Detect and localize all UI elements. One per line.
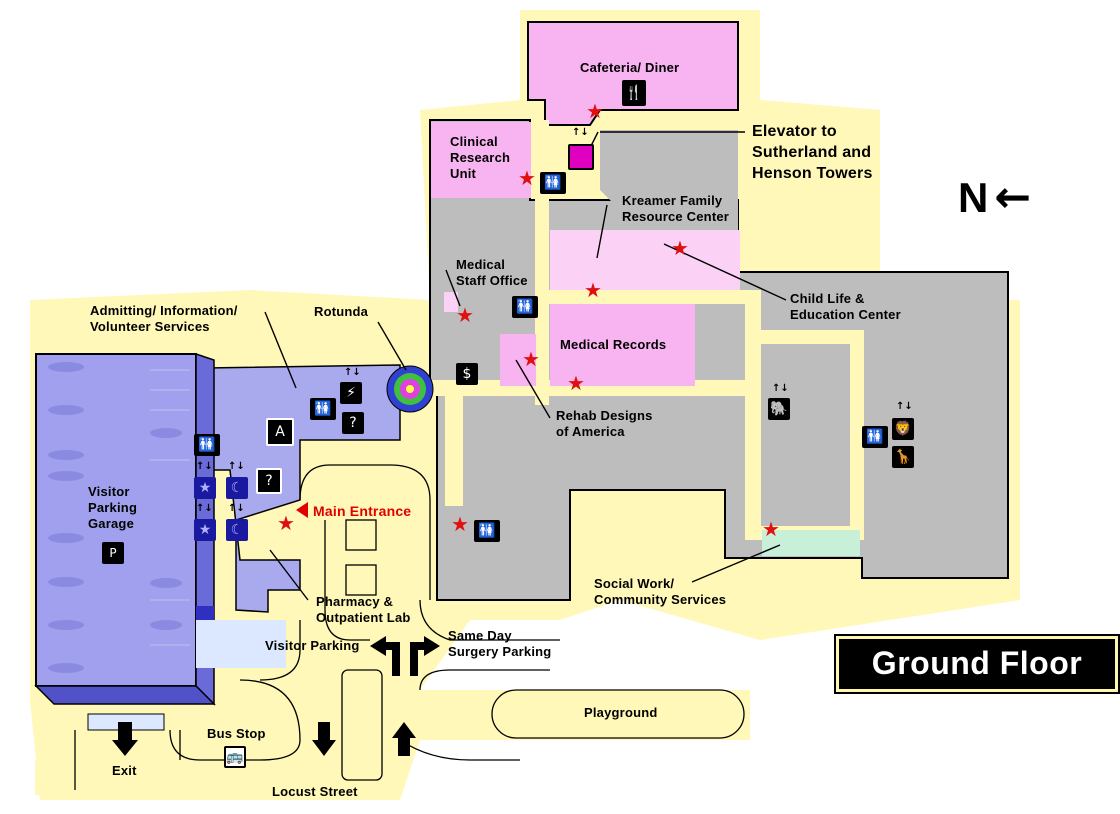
label-kreamer-2: Resource Center [622,209,730,224]
driveways [74,464,745,790]
label-main-entrance: Main Entrance [313,503,412,519]
label-medical-staff-2: Staff Office [456,273,528,288]
direction-arrows [112,502,440,756]
elevator-arrows-icon: ↑↓ [228,461,245,472]
elephant-elevator-icon: 🐘 [768,398,790,420]
label-clinical-2: Research [450,150,511,165]
label-playground: Playground [584,705,658,720]
label-elevator-towers-3: Henson Towers [752,165,873,182]
elevator-arrows-icon: ↑↓ [572,127,589,138]
social-work-area [762,530,860,556]
label-cafeteria: Cafeteria/ Diner [580,60,680,75]
label-admitting-2: Volunteer Services [90,319,210,334]
label-child-life-1: Child Life & [790,291,865,306]
label-rehab-1: Rehab Designs [556,408,653,423]
label-same-day-1: Same Day [448,628,512,643]
bus-icon: 🚌 [224,746,246,768]
label-elevator-towers-2: Sutherland and [752,144,872,161]
label-clinical-1: Clinical [450,134,498,149]
label-visitor-parking: Visitor Parking [265,638,360,653]
elevator-arrows-icon: ↑↓ [896,401,913,412]
location-star: ★ [456,303,474,327]
label-rotunda: Rotunda [314,304,369,319]
elevator-arrows-icon: ↑↓ [196,461,213,472]
parking-icon: P [102,542,124,564]
elevator-icon [568,144,594,170]
location-star: ★ [451,512,469,536]
label-kreamer-1: Kreamer Family [622,193,723,208]
label-garage-1: Visitor [88,484,130,499]
label-social-work-2: Community Services [594,592,727,607]
rotunda-symbol [386,365,434,413]
label-pharmacy-1: Pharmacy & [316,594,394,609]
label-social-work-1: Social Work/ [594,576,675,591]
star-elevator-icon: ★ [194,519,216,541]
restroom-icon: 🚻 [512,296,538,318]
label-same-day-2: Surgery Parking [448,644,552,659]
floor-title: Ground Floor [871,645,1083,681]
cafeteria-area [527,21,739,126]
restroom-icon: 🚻 [194,434,220,456]
medical-staff-area [444,292,458,312]
restroom-icon: 🚻 [474,520,500,542]
upper-gray-wing [600,130,738,230]
elevator-arrows-icon: ↑↓ [228,503,245,514]
north-arrow-icon: ← [994,172,1032,223]
location-star: ★ [584,278,602,302]
lightning-elevator-icon: ⚡ [340,382,362,404]
label-rehab-2: of America [556,424,625,439]
dining-icon: 🍴 [622,80,646,106]
label-elevator-towers-1: Elevator to [752,123,837,140]
garage-lines [150,369,190,646]
location-star: ★ [522,347,540,371]
moon-elevator-icon: ☾ [226,519,248,541]
elevator-arrows-icon: ↑↓ [772,383,789,394]
location-star: ★ [277,511,295,535]
dollar-icon: $ [456,363,478,385]
label-medical-records: Medical Records [560,337,667,352]
restroom-icon: 🚻 [310,398,336,420]
location-star: ★ [762,517,780,541]
label-garage-2: Parking [88,500,138,515]
elevator-arrows-icon: ↑↓ [196,503,213,514]
lion-elevator-icon: 🦁 [892,418,914,440]
label-exit: Exit [112,763,137,778]
restroom-icon: 🚻 [862,426,888,448]
location-star: ★ [518,166,536,190]
location-star: ★ [586,99,604,123]
giraffe-elevator-icon: 🦒 [892,446,914,468]
label-bus-stop: Bus Stop [207,726,266,741]
restroom-icon: 🚻 [540,172,566,194]
question-icon: ? [342,412,364,434]
floor-title-box: Ground Floor [834,634,1120,694]
medical-records-area [550,304,695,386]
label-garage-3: Garage [88,516,135,531]
elevator-arrows-icon: ↑↓ [344,367,361,378]
label-child-life-2: Education Center [790,307,901,322]
north-letter: N [958,174,989,221]
clinical-research-area [431,122,531,198]
leader-lines [264,131,787,601]
label-locust-street: Locust Street [272,784,358,799]
moon-elevator-icon: ☾ [226,477,248,499]
question-icon: ? [256,468,282,494]
info-icon: A [266,418,294,446]
location-star: ★ [671,236,689,260]
north-compass: N ← [958,176,1031,220]
label-pharmacy-2: Outpatient Lab [316,610,411,625]
garage-cars [48,362,182,673]
location-star: ★ [567,371,585,395]
label-medical-staff-1: Medical [456,257,506,272]
star-elevator-icon: ★ [194,477,216,499]
label-clinical-3: Unit [450,166,477,181]
label-admitting-1: Admitting/ Information/ [90,303,238,318]
